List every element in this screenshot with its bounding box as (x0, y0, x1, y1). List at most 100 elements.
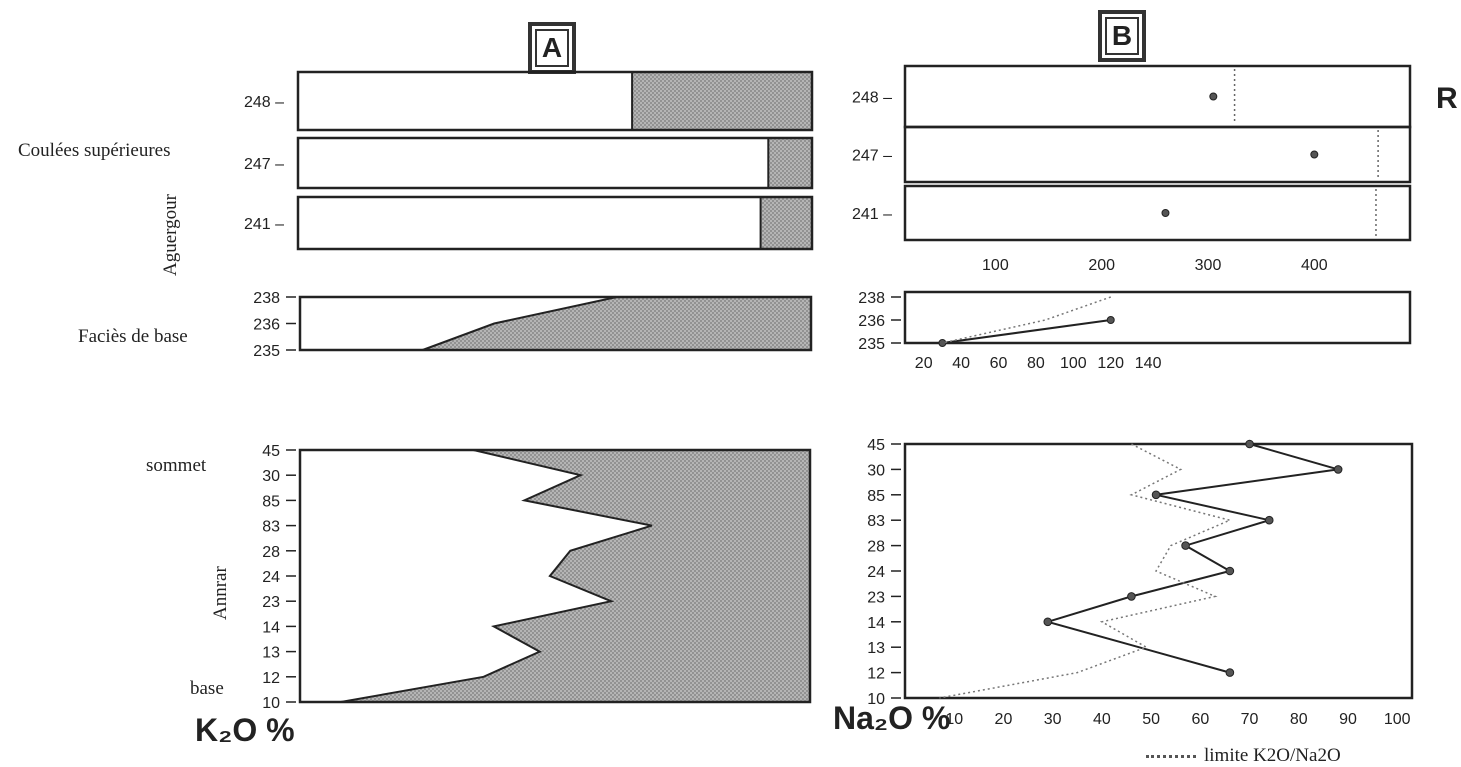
tick-label-a-241: 241 – (244, 216, 284, 233)
k2o-fill-241 (760, 197, 812, 249)
k2o-fill-248 (632, 72, 812, 130)
tick-label-b-13: 13 (867, 640, 885, 657)
tick-label-b-23: 23 (867, 589, 885, 606)
facies-limit-line (942, 296, 1111, 344)
tick-label-b-30: 30 (867, 462, 885, 479)
tick-label-a-28: 28 (262, 544, 280, 561)
x-tick-b3-40: 40 (1093, 711, 1111, 728)
x-tick-b1-100: 100 (982, 257, 1009, 274)
na2o-point-247 (1310, 150, 1319, 159)
tick-label-a-85: 85 (262, 493, 280, 510)
tick-label-b-248: 248 – (852, 90, 892, 107)
facies-k2o-boundary-line (422, 296, 618, 351)
na2o-bar-247 (903, 125, 1412, 184)
tick-label-a-235: 235 (253, 343, 280, 360)
tick-label-b-10: 10 (867, 691, 885, 708)
facies-na2o-frame (903, 290, 1412, 345)
facies-k2o-frame (298, 295, 813, 352)
x-tick-b2-120: 120 (1097, 355, 1124, 372)
x-tick-b2-80: 80 (1027, 355, 1045, 372)
tick-label-b-238: 238 (858, 290, 885, 307)
panel-label-b: B (1098, 10, 1146, 62)
x-tick-b3-60: 60 (1191, 711, 1209, 728)
x-tick-b2-20: 20 (915, 355, 933, 372)
tick-label-b-235: 235 (858, 336, 885, 353)
x-tick-b3-20: 20 (995, 711, 1013, 728)
x-tick-b1-400: 400 (1301, 257, 1328, 274)
annrar-na2o-point-83 (1264, 515, 1274, 525)
x-tick-b3-90: 90 (1339, 711, 1357, 728)
na2o-point-241 (1161, 209, 1170, 217)
x-tick-b2-40: 40 (952, 355, 970, 372)
k2o-fill-247 (768, 138, 812, 188)
tick-label-b-24: 24 (867, 564, 885, 581)
k2o-bar-241 (296, 195, 814, 251)
x-tick-b1-200: 200 (1088, 257, 1115, 274)
tick-label-a-83: 83 (262, 519, 280, 536)
tick-label-a-10: 10 (262, 695, 280, 712)
legend-label: limite K2O/Na2O (1204, 745, 1341, 766)
facies-na2o-point-235 (938, 339, 947, 347)
annrar-na2o-frame (903, 442, 1414, 700)
facies-na2o-line (942, 319, 1111, 344)
annrar-limit-line (939, 443, 1233, 699)
tick-label-a-12: 12 (262, 670, 280, 687)
tick-label-a-13: 13 (262, 645, 280, 662)
x-tick-b3-50: 50 (1142, 711, 1160, 728)
k2o-axis-label: K₂O % (195, 712, 295, 748)
na2o-bar-241 (903, 184, 1412, 242)
k2o-bar-248 (296, 70, 814, 132)
k2o-bar-247 (296, 136, 814, 190)
tick-label-b-85: 85 (867, 488, 885, 505)
annrar-na2o-line (1044, 443, 1339, 674)
x-tick-b1-300: 300 (1195, 257, 1222, 274)
annrar-na2o-point-24 (1225, 566, 1235, 576)
cropped-edge-letter: R (1436, 82, 1458, 115)
facies-na2o-point-236 (1106, 316, 1115, 324)
na2o-axis-label: Na₂O % (833, 700, 951, 736)
x-tick-b3-10: 10 (945, 711, 963, 728)
annrar-na2o-point-28 (1181, 541, 1190, 550)
tick-label-b-45: 45 (867, 437, 885, 454)
tick-label-a-248: 248 – (244, 94, 284, 111)
tick-label-a-238: 238 (253, 290, 280, 307)
tick-label-a-14: 14 (262, 619, 280, 636)
x-tick-b3-80: 80 (1290, 711, 1308, 728)
annrar-k2o-fill-area (340, 450, 810, 702)
annrar-na2o-point-12 (1225, 668, 1235, 677)
facies-k2o-fill-area (422, 297, 811, 350)
tick-label-b-241: 241 – (852, 206, 892, 223)
tick-label-a-24: 24 (262, 569, 280, 586)
x-tick-b3-70: 70 (1241, 711, 1259, 728)
legend: limite K2O/Na2O (1146, 745, 1341, 767)
annrar-k2o-boundary-line (340, 449, 653, 703)
annrar-na2o-point-14 (1043, 617, 1053, 627)
x-tick-b2-140: 140 (1135, 355, 1162, 372)
tick-label-a-30: 30 (262, 468, 280, 485)
x-tick-b2-60: 60 (990, 355, 1008, 372)
annrar-na2o-point-85 (1151, 490, 1161, 500)
coulees-superieures-label: Coulées supérieures (18, 140, 171, 161)
tick-label-b-236: 236 (858, 313, 885, 330)
tick-label-b-247: 247 – (852, 148, 892, 165)
tick-label-b-12: 12 (867, 666, 885, 683)
x-tick-b3-30: 30 (1044, 711, 1062, 728)
na2o-bar-248 (903, 64, 1412, 129)
sommet-label: sommet (146, 455, 207, 476)
annrar-k2o-frame (298, 448, 812, 704)
tick-label-b-83: 83 (867, 513, 885, 530)
tick-label-a-247: 247 – (244, 156, 284, 173)
tick-label-a-45: 45 (262, 443, 280, 460)
annrar-na2o-point-30 (1333, 465, 1343, 474)
x-tick-b2-100: 100 (1060, 355, 1087, 372)
base-label: base (190, 678, 224, 699)
annrar-na2o-point-23 (1127, 592, 1136, 601)
annrar-na2o-point-45 (1245, 439, 1254, 449)
tick-label-a-236: 236 (253, 317, 280, 334)
facies-de-base-label: Faciès de base (78, 326, 188, 347)
tick-label-a-23: 23 (262, 594, 280, 611)
legend-dotted-swatch (1146, 754, 1196, 758)
tick-label-b-14: 14 (867, 615, 885, 632)
tick-label-b-28: 28 (867, 539, 885, 556)
